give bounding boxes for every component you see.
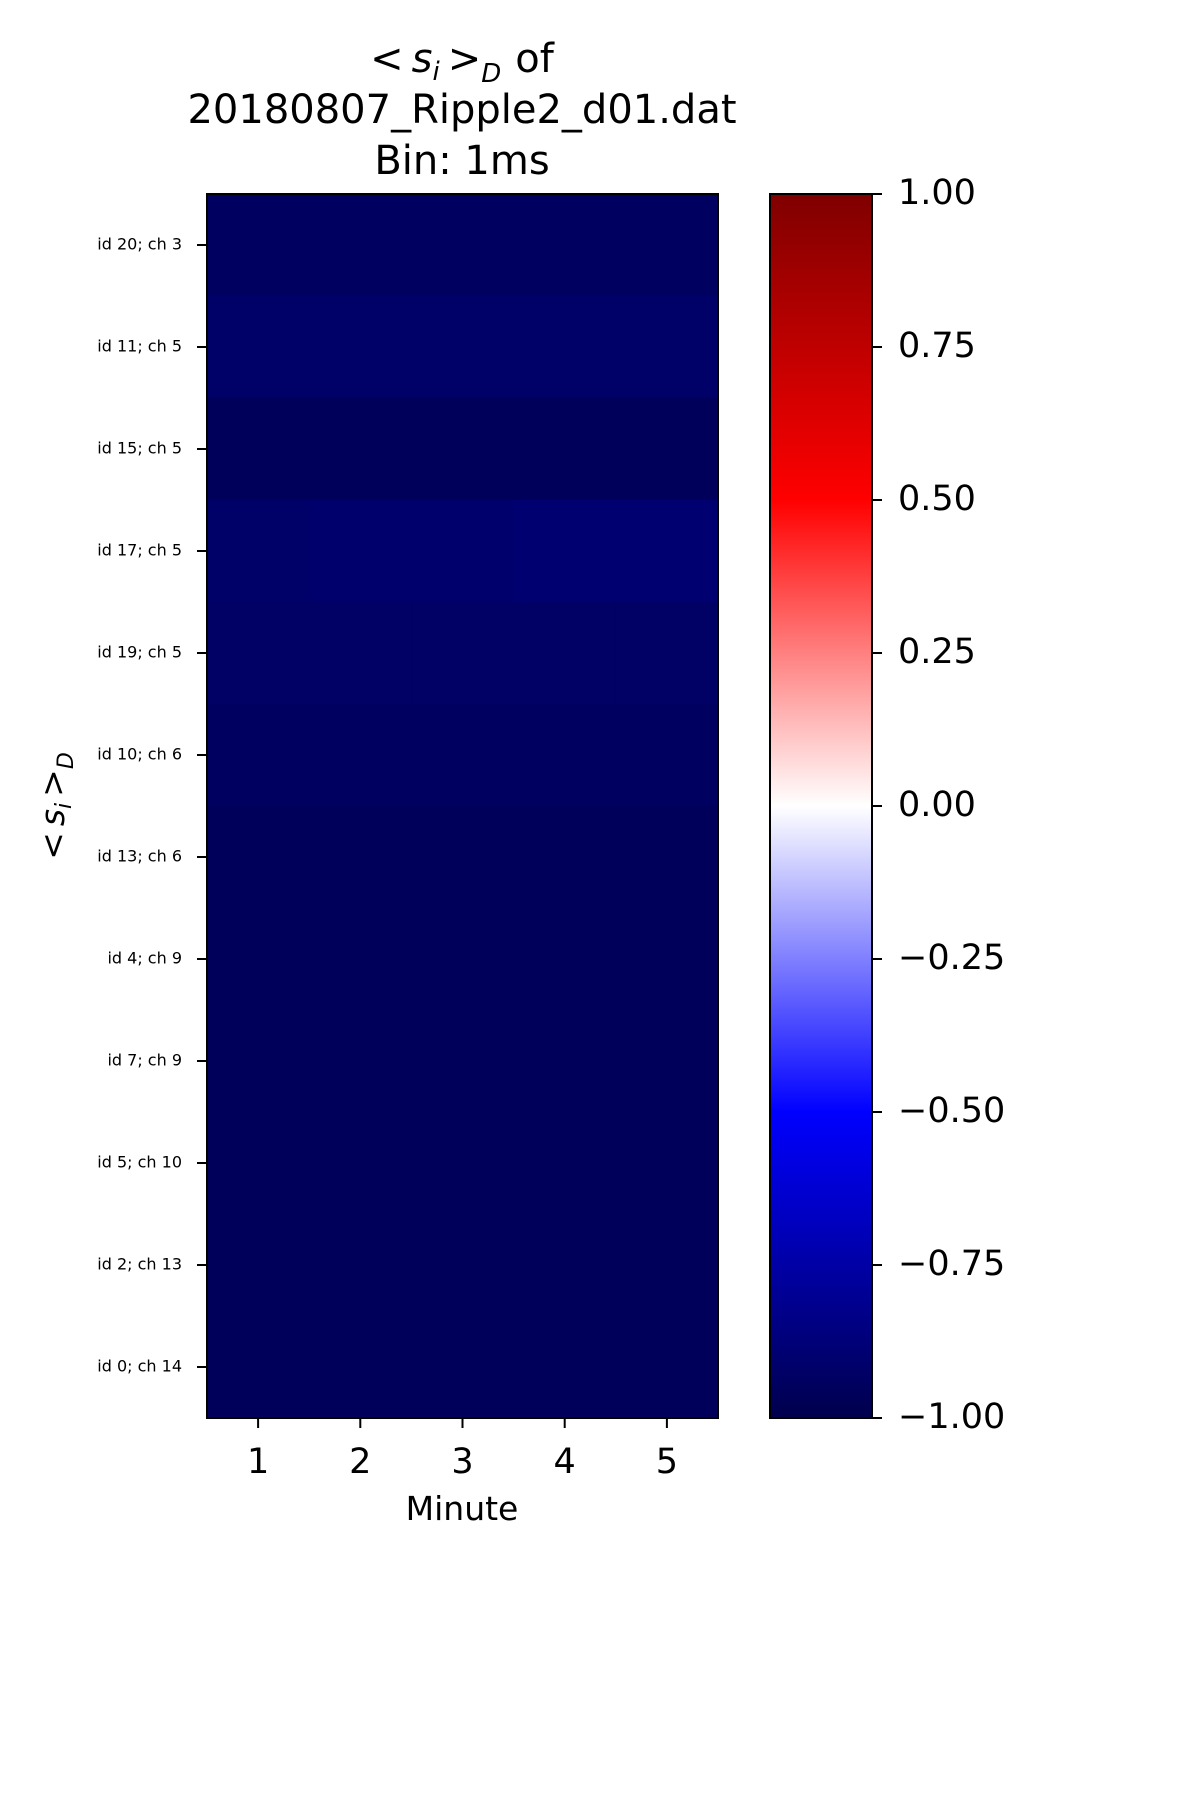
heatmap-cell <box>411 500 515 603</box>
y-tick-label: id 7; ch 9 <box>107 1051 182 1070</box>
y-tick-label: id 5; ch 10 <box>97 1153 182 1172</box>
heatmap-cell <box>615 908 719 1011</box>
colorbar-tick-label: −1.00 <box>898 1397 1005 1437</box>
heatmap-cell <box>411 1010 515 1113</box>
heatmap-cell <box>207 1112 310 1215</box>
y-tick-label: id 19; ch 5 <box>97 643 182 662</box>
heatmap-cell <box>615 806 719 909</box>
heatmap-cell <box>513 806 617 909</box>
heatmap-cell <box>411 296 515 399</box>
heatmap-cell <box>207 806 310 909</box>
y-tick-label: id 13; ch 6 <box>97 847 182 866</box>
heatmap-cell <box>615 1010 719 1113</box>
colorbar-tick-label: −0.75 <box>898 1244 1005 1284</box>
heatmap-cell <box>411 1316 515 1419</box>
title-line-1: < si >D of <box>370 36 555 89</box>
colorbar <box>769 193 873 1419</box>
heatmap-cell <box>615 1214 719 1317</box>
heatmap-cell <box>411 704 515 807</box>
heatmap-cell <box>309 1010 412 1113</box>
y-axis-label: <si>D <box>33 752 79 860</box>
heatmap-cell <box>309 194 412 297</box>
x-axis-label: Minute <box>406 1489 519 1528</box>
heatmap-cell <box>207 908 310 1011</box>
heatmap-cell <box>513 704 617 807</box>
heatmap-cell <box>615 296 719 399</box>
y-tick-label: id 11; ch 5 <box>97 337 182 356</box>
colorbar-tick-label: −0.25 <box>898 938 1005 978</box>
chart-title: < si >D of 20180807_Ripple2_d01.dat Bin: 1m… <box>187 36 736 184</box>
heatmap-cell <box>615 398 719 501</box>
x-tick-label: 2 <box>349 1442 371 1482</box>
heatmap-cell <box>411 1214 515 1317</box>
heatmap-cell <box>411 1112 515 1215</box>
x-tick-label: 1 <box>247 1442 269 1482</box>
colorbar-tick-label: 1.00 <box>898 173 976 213</box>
heatmap-cell <box>513 398 617 501</box>
colorbar-tick-label: 0.75 <box>898 326 976 366</box>
heatmap-cell <box>309 806 412 909</box>
heatmap-cell <box>207 1214 310 1317</box>
heatmap-cell <box>309 602 412 705</box>
colorbar-tick-label: 0.25 <box>898 632 976 672</box>
y-tick-label: id 20; ch 3 <box>97 235 182 254</box>
heatmap-cell <box>207 1010 310 1113</box>
heatmap-cell <box>309 1316 412 1419</box>
heatmap-cell <box>615 704 719 807</box>
heatmap-cell <box>615 194 719 297</box>
heatmap-cell <box>309 1214 412 1317</box>
heatmap-cell <box>207 398 310 501</box>
colorbar-ticks: 1.00 0.75 0.50 0.25 0.00 −0.25 −0.50 −0.75 −1.00 <box>872 173 1005 1437</box>
heatmap-cell <box>411 602 515 705</box>
heatmap-cell <box>309 500 412 603</box>
heatmap-cell <box>513 1112 617 1215</box>
heatmap-cell <box>513 602 617 705</box>
heatmap-cell <box>513 908 617 1011</box>
heatmap-cell <box>411 398 515 501</box>
heatmap-cells <box>207 194 719 1419</box>
heatmap-cell <box>309 908 412 1011</box>
heatmap-cell <box>309 704 412 807</box>
heatmap-cell <box>513 1010 617 1113</box>
heatmap-cell <box>615 602 719 705</box>
heatmap-cell <box>207 602 310 705</box>
title-line-2: 20180807_Ripple2_d01.dat <box>187 87 736 133</box>
heatmap-cell <box>207 500 310 603</box>
heatmap-cell <box>207 704 310 807</box>
heatmap-cell <box>309 1112 412 1215</box>
colorbar-tick-label: −0.50 <box>898 1091 1005 1131</box>
x-tick-label: 5 <box>656 1442 678 1482</box>
heatmap-cell <box>207 194 310 297</box>
y-tick-label: id 0; ch 14 <box>97 1357 182 1376</box>
heatmap-cell <box>615 1316 719 1419</box>
x-axis-ticks: 1 2 3 4 5 <box>247 1418 678 1482</box>
y-tick-label: id 4; ch 9 <box>107 949 182 968</box>
heatmap-cell <box>513 500 617 603</box>
y-tick-label: id 2; ch 13 <box>97 1255 182 1274</box>
heatmap-cell <box>207 1316 310 1419</box>
heatmap-cell <box>411 908 515 1011</box>
x-tick-label: 3 <box>451 1442 473 1482</box>
heatmap-cell <box>615 1112 719 1215</box>
y-axis-ticks: id 20; ch 3 id 11; ch 5 id 15; ch 5 id 17; … <box>97 235 207 1376</box>
heatmap-cell <box>513 194 617 297</box>
heatmap-cell <box>309 398 412 501</box>
colorbar-tick-label: 0.00 <box>898 785 976 825</box>
y-tick-label: id 17; ch 5 <box>97 541 182 560</box>
heatmap-cell <box>207 296 310 399</box>
x-tick-label: 4 <box>554 1442 576 1482</box>
colorbar-tick-label: 0.50 <box>898 479 976 519</box>
heatmap-cell <box>513 296 617 399</box>
heatmap-cell <box>615 500 719 603</box>
title-line-3: Bin: 1ms <box>374 138 549 184</box>
heatmap-cell <box>411 194 515 297</box>
y-tick-label: id 10; ch 6 <box>97 745 182 764</box>
heatmap-cell <box>411 806 515 909</box>
heatmap-cell <box>513 1316 617 1419</box>
y-tick-label: id 15; ch 5 <box>97 439 182 458</box>
heatmap-cell <box>513 1214 617 1317</box>
heatmap-cell <box>309 296 412 399</box>
